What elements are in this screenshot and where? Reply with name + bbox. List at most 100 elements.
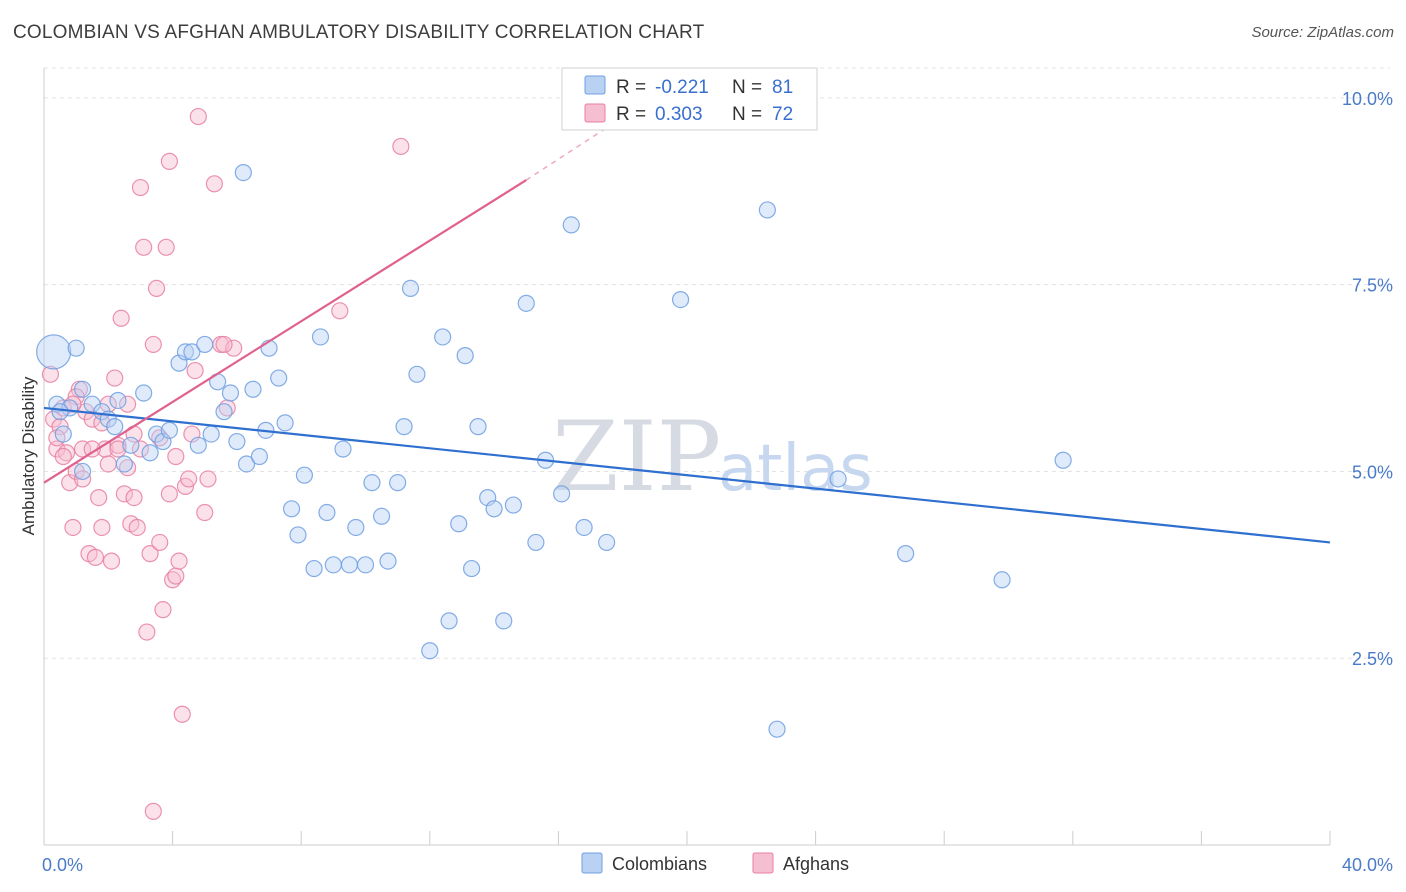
afghans-point-0 — [41, 365, 60, 383]
afghans-point-54 — [125, 488, 143, 507]
afghans-point-10 — [73, 440, 92, 458]
axis-layer: 2.5% 5.0% 7.5% 10.0% 0.0% 40.0% — [42, 68, 1393, 875]
colombians-trend-line — [43, 406, 1331, 544]
colombians-point-76 — [993, 571, 1011, 589]
watermark-atlas: atlas — [718, 432, 873, 506]
legend-n-label-colombians: N = — [732, 77, 762, 98]
colombians-point-65 — [527, 533, 545, 552]
legend-r-value-colombians: -0.221 — [655, 77, 709, 98]
series-legend: Colombians Afghans — [581, 852, 849, 874]
afghans-point-45 — [186, 361, 204, 380]
colombians-point-36 — [289, 526, 307, 544]
colombians-point-46 — [363, 474, 381, 492]
colombians-point-64 — [517, 294, 535, 312]
afghans-point-40 — [170, 552, 188, 570]
afghans-point-62 — [109, 440, 127, 458]
colombians-point-35 — [282, 500, 301, 518]
chart-title: COLOMBIAN VS AFGHAN AMBULATORY DISABILIT… — [13, 22, 705, 43]
grid-layer — [44, 67, 1390, 659]
bottom-legend-afghans: Afghans — [783, 854, 849, 874]
afghans-point-43 — [180, 470, 198, 488]
afghans-point-69 — [215, 335, 233, 354]
afghans-point-52 — [225, 339, 243, 357]
colombians-point-49 — [389, 474, 407, 492]
afghans-point-35 — [154, 601, 172, 619]
legend-r-label-afghans: R = — [616, 104, 646, 125]
colombians-point-73 — [768, 720, 786, 738]
colombians-point-77 — [1054, 451, 1072, 469]
y-axis-label: Ambulatory Disability — [19, 376, 38, 535]
afghans-point-41 — [173, 705, 191, 723]
colombians-point-72 — [758, 201, 776, 219]
colombians-point-28 — [237, 455, 256, 473]
legend-swatch-colombians — [584, 75, 606, 95]
bottom-legend-swatch-afghans — [752, 852, 774, 874]
legend-swatch-afghans — [584, 103, 606, 123]
afghans-point-46 — [189, 107, 207, 126]
legend-n-value-colombians: 81 — [772, 77, 793, 98]
afghans-point-27 — [128, 518, 146, 537]
afghans-point-20 — [106, 369, 124, 387]
colombians-point-30 — [250, 447, 269, 466]
colombians-point-43 — [340, 556, 359, 574]
colombians-point-24 — [215, 403, 233, 421]
afghans-point-24 — [118, 395, 137, 413]
afghans-point-30 — [138, 623, 156, 641]
afghans-point-53 — [131, 440, 150, 458]
colombians-point-59 — [469, 418, 487, 436]
afghans-point-65 — [54, 447, 72, 466]
bottom-legend-colombians: Colombians — [612, 854, 707, 874]
afghans-point-7 — [64, 518, 82, 537]
colombians-point-19 — [183, 343, 201, 361]
colombians-point-39 — [311, 328, 330, 346]
colombians-point-68 — [562, 216, 580, 234]
colombians-point-9 — [109, 391, 127, 410]
afghans-point-33 — [147, 279, 166, 297]
afghans-point-39 — [167, 567, 185, 585]
colombians-point-57 — [456, 347, 474, 365]
afghans-point-70 — [93, 518, 111, 537]
afghans-trend-extension — [525, 127, 608, 181]
colombians-point-38 — [305, 559, 323, 578]
colombians-point-63 — [504, 496, 522, 514]
afghans-point-36 — [157, 238, 175, 256]
colombians-point-13 — [141, 444, 159, 462]
afghans-point-57 — [392, 137, 410, 156]
colombians-point-74 — [829, 470, 847, 488]
afghans-point-49 — [205, 175, 223, 193]
colombians-point-50 — [395, 418, 413, 436]
colombians-point-71 — [671, 291, 690, 309]
colombians-point-16 — [160, 421, 178, 439]
afghans-point-15 — [90, 488, 108, 507]
colombians-point-11 — [122, 436, 140, 454]
afghans-point-32 — [144, 335, 162, 354]
colombians-point-20 — [189, 436, 207, 454]
colombians-point-53 — [421, 642, 439, 660]
afghans-point-23 — [115, 485, 133, 503]
afghans-point-28 — [131, 178, 150, 197]
afghans-point-60 — [83, 440, 101, 458]
colombians-point-18 — [176, 343, 195, 361]
afghans-point-47 — [196, 503, 214, 522]
afghans-point-19 — [102, 552, 121, 570]
colombians-point-34 — [276, 414, 294, 432]
colombians-point-12 — [135, 384, 153, 402]
legend-n-value-afghans: 72 — [772, 104, 793, 125]
y-tick-label-3: 10.0% — [1342, 89, 1393, 109]
legend-n-label-afghans: N = — [732, 104, 762, 125]
colombians-point-67 — [553, 485, 571, 503]
x-tick-label-0: 0.0% — [42, 855, 83, 875]
colombians-point-41 — [324, 556, 342, 574]
afghans-point-68 — [151, 533, 169, 552]
colombians-point-61 — [485, 500, 503, 518]
colombians-point-45 — [356, 556, 375, 574]
afghans-point-48 — [199, 470, 217, 488]
colombians-point-78 — [73, 462, 92, 481]
afghans-point-55 — [144, 802, 162, 820]
afghans-point-56 — [331, 302, 349, 320]
colombians-point-26 — [228, 432, 246, 451]
colombians-point-37 — [295, 466, 314, 484]
afghans-point-22 — [112, 309, 130, 327]
colombians-point-62 — [495, 612, 513, 630]
